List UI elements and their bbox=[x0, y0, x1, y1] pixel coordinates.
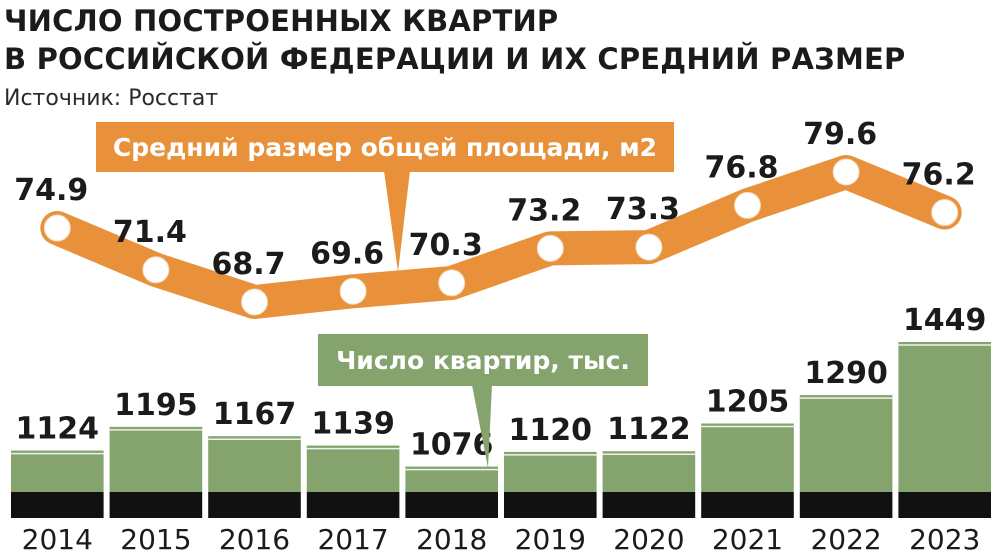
bar-2022 bbox=[799, 395, 893, 492]
x-tick-label: 2016 bbox=[219, 523, 290, 553]
line-series-label-box bbox=[96, 122, 674, 172]
bar-2014 bbox=[11, 450, 104, 492]
bar-value-label: 1139 bbox=[311, 407, 395, 442]
line-value-label: 76.8 bbox=[704, 150, 778, 185]
bar-base bbox=[306, 492, 400, 518]
bar-value-label: 1195 bbox=[114, 388, 198, 423]
bar-2015 bbox=[109, 426, 203, 492]
line-point-2014 bbox=[43, 214, 71, 242]
bar-base bbox=[799, 492, 893, 518]
bar-value-label: 1124 bbox=[16, 412, 100, 447]
bar-base bbox=[405, 492, 498, 518]
bar-series-label-pointer bbox=[472, 385, 492, 468]
bar-base bbox=[11, 492, 104, 518]
bar-base bbox=[109, 492, 203, 518]
bar-value-label: 1205 bbox=[706, 385, 790, 420]
x-tick-label: 2015 bbox=[120, 523, 191, 553]
line-series-label-pointer bbox=[384, 171, 410, 272]
x-tick-label: 2019 bbox=[515, 523, 586, 553]
line-point-2020 bbox=[635, 233, 663, 261]
line-value-label: 74.9 bbox=[14, 173, 88, 208]
line-value-label: 69.6 bbox=[310, 236, 384, 271]
bar-2020 bbox=[602, 451, 696, 492]
bar-base bbox=[602, 492, 696, 518]
bar-base bbox=[504, 492, 597, 518]
bar-2018 bbox=[405, 466, 498, 492]
x-tick-label: 2017 bbox=[317, 523, 388, 553]
bar-value-label: 1290 bbox=[804, 356, 888, 391]
bar-value-label: 1449 bbox=[903, 303, 987, 338]
line-value-label: 71.4 bbox=[113, 215, 187, 250]
line-point-2022 bbox=[832, 158, 860, 186]
bar-value-label: 1076 bbox=[410, 428, 494, 463]
line-series-ribbon bbox=[40, 155, 962, 319]
x-tick-label: 2022 bbox=[810, 523, 881, 553]
bar-series-name: Число квартир, тыс. bbox=[336, 346, 630, 375]
line-point-2016 bbox=[241, 288, 268, 316]
bar-series-label-box bbox=[318, 334, 648, 386]
bar-value-label: 1122 bbox=[607, 412, 691, 447]
bar-base bbox=[701, 492, 794, 518]
bar-2021 bbox=[701, 423, 794, 492]
line-point-2018 bbox=[438, 269, 466, 297]
line-value-label: 73.2 bbox=[507, 193, 581, 228]
chart-title-line-1: ЧИСЛО ПОСТРОЕННЫХ КВАРТИР bbox=[4, 4, 559, 38]
line-value-label: 70.3 bbox=[409, 228, 483, 263]
chart-title-line-2: В РОССИЙСКОЙ ФЕДЕРАЦИИ И ИХ СРЕДНИЙ РАЗМ… bbox=[4, 42, 906, 76]
line-value-label: 79.6 bbox=[803, 117, 877, 152]
line-value-label: 76.2 bbox=[902, 158, 976, 193]
bar-2019 bbox=[504, 451, 597, 492]
line-point-2019 bbox=[536, 234, 564, 262]
line-point-2015 bbox=[142, 256, 170, 284]
line-point-2021 bbox=[734, 191, 761, 219]
line-value-label: 73.3 bbox=[606, 192, 680, 227]
line-series-name: Средний размер общей площади, м2 bbox=[113, 133, 657, 162]
line-point-2023 bbox=[931, 199, 959, 227]
line-value-label: 68.7 bbox=[211, 247, 285, 282]
chart-source: Источник: Росстат bbox=[4, 86, 219, 111]
bar-base bbox=[208, 492, 301, 518]
x-tick-label: 2014 bbox=[22, 523, 93, 553]
x-tick-label: 2023 bbox=[909, 523, 980, 553]
bar-value-label: 1167 bbox=[213, 397, 297, 432]
bar-base bbox=[898, 492, 991, 518]
x-tick-label: 2018 bbox=[416, 523, 487, 553]
bar-2023 bbox=[898, 342, 991, 492]
bar-2017 bbox=[306, 445, 400, 492]
bar-value-label: 1120 bbox=[509, 413, 593, 448]
x-tick-label: 2021 bbox=[712, 523, 783, 553]
x-tick-label: 2020 bbox=[613, 523, 684, 553]
bar-2016 bbox=[208, 436, 301, 492]
line-point-2017 bbox=[339, 277, 367, 305]
